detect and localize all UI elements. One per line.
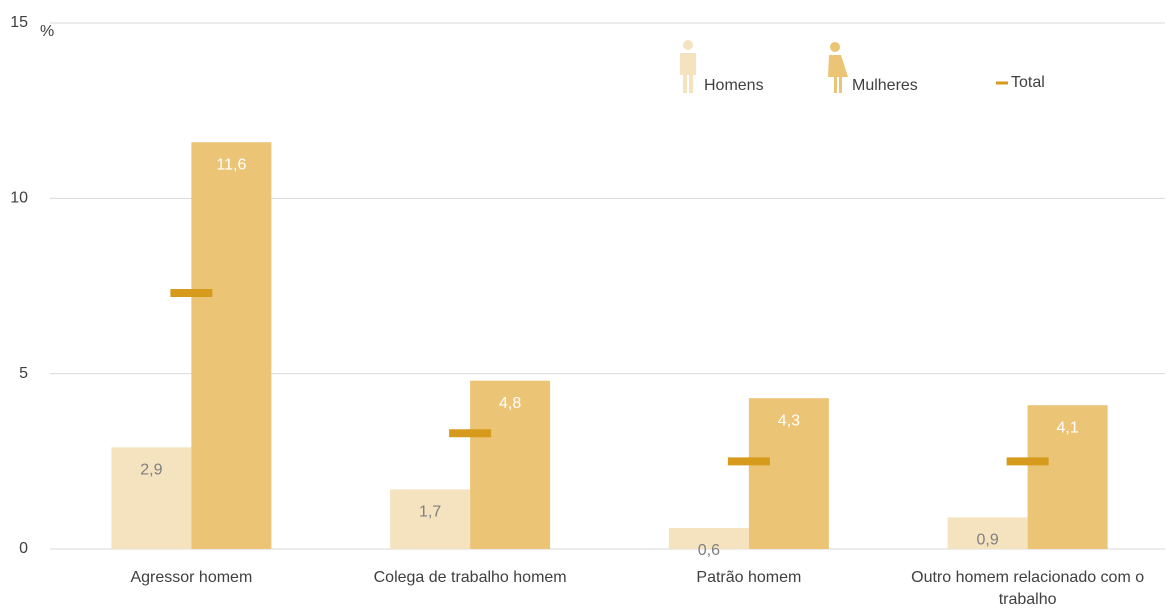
y-tick-label: 10 — [10, 190, 28, 207]
y-tick-label: 0 — [19, 540, 28, 557]
bar — [668, 527, 749, 549]
value-label: 11,6 — [216, 156, 246, 173]
value-label: 4,3 — [778, 412, 800, 429]
bar — [947, 517, 1028, 549]
bar — [111, 447, 192, 549]
x-tick-label: Patrão homem — [696, 569, 802, 586]
legend-label: Total — [1011, 74, 1045, 91]
legend-icon — [680, 53, 696, 93]
legend-icon — [830, 42, 840, 52]
y-tick-label: 5 — [19, 365, 28, 382]
legend-label: Homens — [704, 77, 764, 94]
value-label: 0,6 — [698, 542, 720, 559]
value-label: 0,9 — [977, 532, 999, 549]
legend-icon — [828, 55, 848, 93]
bar — [748, 398, 829, 549]
value-label: 4,1 — [1057, 419, 1079, 436]
x-tick-label: Agressor homem — [130, 569, 253, 586]
legend-label: Mulheres — [852, 77, 918, 94]
y-unit: % — [40, 23, 54, 40]
y-tick-label: 15 — [10, 14, 28, 31]
bar — [1027, 405, 1108, 549]
value-label: 2,9 — [140, 462, 162, 479]
x-tick-label: Colega de trabalho homem — [373, 569, 567, 586]
bar — [390, 489, 471, 549]
x-tick-label: Outro homem relacionado com o trabalho — [911, 569, 1145, 608]
bar — [470, 380, 551, 549]
bar — [191, 142, 272, 549]
value-label: 4,8 — [499, 395, 521, 412]
legend-icon — [683, 40, 693, 50]
value-label: 1,7 — [419, 504, 441, 521]
